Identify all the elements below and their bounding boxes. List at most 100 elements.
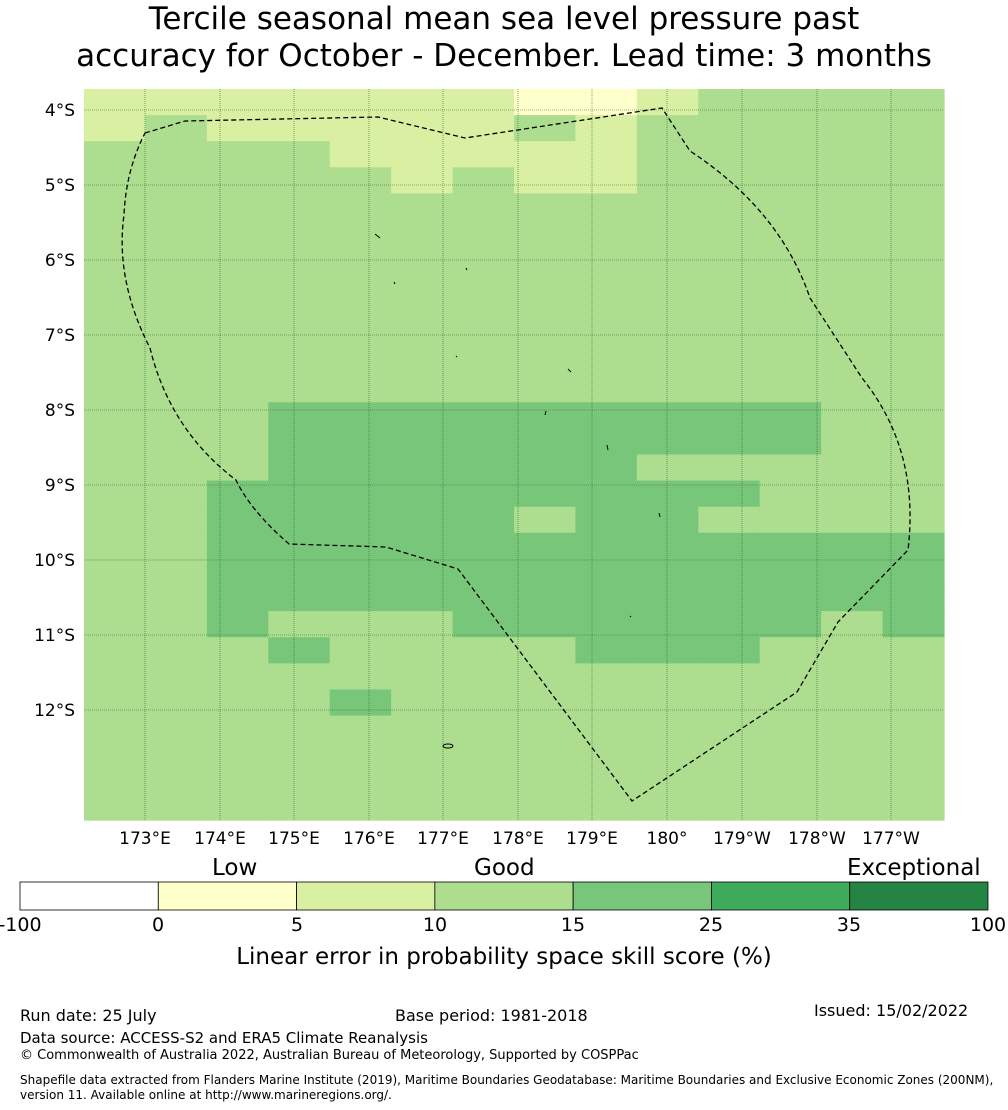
skill-cell xyxy=(821,689,884,717)
skill-cell xyxy=(821,480,884,508)
skill-cell xyxy=(452,532,515,560)
skill-cell xyxy=(514,115,577,142)
skill-cell xyxy=(882,350,945,377)
skill-cell xyxy=(391,663,454,691)
skill-cell xyxy=(759,271,822,299)
skill-cell xyxy=(575,793,638,821)
skill-cell xyxy=(514,402,577,429)
skill-cell xyxy=(391,297,454,325)
colorbar-tick-label: 35 xyxy=(836,914,862,936)
skill-cell xyxy=(206,402,269,429)
skill-cell xyxy=(452,663,515,691)
skill-cell xyxy=(145,741,208,769)
skill-cell xyxy=(391,637,454,664)
skill-cell xyxy=(268,741,331,769)
skill-cell xyxy=(698,89,761,116)
island xyxy=(393,281,396,285)
skill-cell xyxy=(329,323,392,351)
skill-cell xyxy=(329,637,392,664)
latitude-label: 10°S xyxy=(34,551,75,571)
skill-cell xyxy=(575,663,638,691)
skill-cell xyxy=(759,115,822,142)
longitude-label: 177°E xyxy=(417,829,469,849)
skill-cell xyxy=(329,767,392,795)
skill-cell xyxy=(268,245,331,273)
skill-cell xyxy=(759,480,822,508)
skill-cell xyxy=(698,115,761,142)
skill-cell xyxy=(329,350,392,377)
skill-cell xyxy=(391,167,454,195)
skill-cell xyxy=(268,141,331,168)
skill-cell xyxy=(882,689,945,717)
skill-cell xyxy=(145,219,208,247)
skill-cell xyxy=(391,454,454,482)
skill-cell xyxy=(698,793,761,821)
skill-cell xyxy=(698,428,761,456)
skill-cell xyxy=(636,428,699,456)
skill-cell xyxy=(206,767,269,795)
skill-cell xyxy=(145,167,208,195)
skill-cell xyxy=(821,637,884,664)
skill-cell xyxy=(452,428,515,456)
skill-cell xyxy=(698,741,761,769)
skill-cell xyxy=(636,193,699,221)
longitude-label: 179°W xyxy=(713,829,771,849)
skill-cell xyxy=(636,167,699,195)
island xyxy=(629,615,632,618)
skill-cell xyxy=(452,715,515,743)
skill-cell xyxy=(698,323,761,351)
skill-cell xyxy=(882,637,945,664)
skill-cell xyxy=(882,428,945,456)
colorbar-tick-label: -100 xyxy=(0,914,42,936)
skill-cell xyxy=(575,428,638,456)
skill-cell xyxy=(452,167,515,195)
skill-cell xyxy=(636,767,699,795)
skill-cell xyxy=(821,741,884,769)
skill-cell xyxy=(514,193,577,221)
skill-cell xyxy=(882,271,945,299)
skill-cell xyxy=(514,506,577,534)
skill-cell xyxy=(636,376,699,403)
skill-cell xyxy=(206,637,269,664)
latitude-label: 8°S xyxy=(45,401,75,421)
skill-cell xyxy=(882,585,945,612)
skill-cell xyxy=(514,428,577,456)
skill-cell xyxy=(821,245,884,273)
skill-cell xyxy=(759,558,822,586)
skill-cell xyxy=(882,323,945,351)
skill-cell xyxy=(821,585,884,612)
skill-cell xyxy=(391,323,454,351)
islands xyxy=(374,233,661,749)
skill-cell xyxy=(206,689,269,717)
skill-cell xyxy=(452,193,515,221)
colorbar-tick-label: 10 xyxy=(422,914,448,936)
skill-cell xyxy=(636,297,699,325)
skill-cell xyxy=(882,297,945,325)
skill-cell xyxy=(84,323,147,351)
skill-cell xyxy=(329,611,392,638)
skill-cell xyxy=(882,741,945,769)
base-period: Base period: 1981-2018 xyxy=(395,1006,588,1025)
skill-cell xyxy=(759,402,822,429)
skill-cell xyxy=(514,793,577,821)
skill-cell xyxy=(636,350,699,377)
skill-cell xyxy=(329,480,392,508)
skill-cell xyxy=(759,350,822,377)
longitude-label: 174°E xyxy=(194,829,246,849)
skill-cell xyxy=(145,402,208,429)
skill-cell xyxy=(206,585,269,612)
skill-cell xyxy=(84,428,147,456)
skill-cell xyxy=(821,219,884,247)
skill-cell xyxy=(759,637,822,664)
skill-cell xyxy=(759,376,822,403)
skill-cell xyxy=(391,376,454,403)
skill-cell xyxy=(882,480,945,508)
skill-cell xyxy=(821,767,884,795)
skill-cell xyxy=(759,454,822,482)
skill-cell xyxy=(821,663,884,691)
skill-cell xyxy=(391,245,454,273)
skill-cell xyxy=(636,532,699,560)
longitude-label: 177°W xyxy=(862,829,920,849)
skill-cell xyxy=(329,585,392,612)
skill-cell xyxy=(145,637,208,664)
